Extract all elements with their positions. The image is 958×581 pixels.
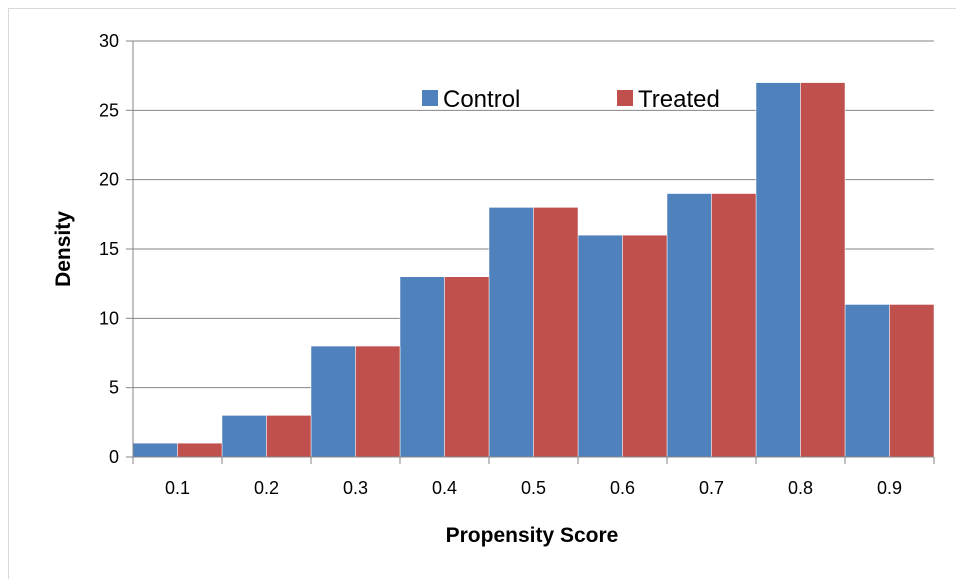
x-tick-label: 0.7 bbox=[699, 478, 724, 498]
x-tick-label: 0.9 bbox=[877, 478, 902, 498]
y-tick-label: 10 bbox=[99, 308, 119, 328]
x-tick-label: 0.2 bbox=[254, 478, 279, 498]
bar-treated-0.1 bbox=[177, 442, 223, 458]
x-tick-label: 0.4 bbox=[432, 478, 457, 498]
bar-treated-0.3 bbox=[355, 345, 401, 458]
y-axis-title: Density bbox=[52, 211, 75, 287]
legend-label-control: Control bbox=[443, 86, 520, 113]
y-tick-label: 5 bbox=[109, 378, 119, 398]
bar-control-0.9 bbox=[844, 304, 890, 458]
bar-treated-0.4 bbox=[444, 276, 490, 458]
bar-control-0.4 bbox=[399, 276, 445, 458]
y-tick-label: 20 bbox=[99, 170, 119, 190]
bar-treated-0.9 bbox=[889, 304, 935, 458]
bars bbox=[132, 82, 935, 458]
x-axis-title: Propensity Score bbox=[446, 524, 619, 547]
legend-swatch-treated bbox=[617, 90, 633, 106]
bar-treated-0.7 bbox=[711, 193, 757, 458]
y-tick-labels: 0 5 10 15 20 25 30 bbox=[99, 31, 119, 467]
x-tick-label: 0.5 bbox=[521, 478, 546, 498]
bar-control-0.3 bbox=[310, 345, 356, 458]
legend-label-treated: Treated bbox=[638, 86, 720, 113]
x-tick-label: 0.8 bbox=[788, 478, 813, 498]
bar-control-0.5 bbox=[488, 207, 534, 458]
x-tick-label: 0.1 bbox=[165, 478, 190, 498]
bar-treated-0.8 bbox=[800, 82, 846, 458]
axes bbox=[132, 41, 935, 464]
x-tick-label: 0.3 bbox=[343, 478, 368, 498]
chart-frame bbox=[8, 8, 956, 579]
legend-swatch-control bbox=[422, 90, 438, 106]
bar-control-0.6 bbox=[577, 234, 623, 458]
x-tick-label: 0.6 bbox=[610, 478, 635, 498]
y-tick-label: 30 bbox=[99, 31, 119, 51]
bar-control-0.8 bbox=[755, 82, 801, 458]
bar-treated-0.6 bbox=[622, 234, 668, 458]
bar-control-0.7 bbox=[666, 193, 712, 458]
x-tick-labels: 0.1 0.2 0.3 0.4 0.5 0.6 0.7 0.8 0.9 bbox=[165, 478, 902, 498]
y-tick-label: 25 bbox=[99, 100, 119, 120]
bar-control-0.1 bbox=[132, 442, 178, 458]
bar-treated-0.2 bbox=[266, 415, 312, 458]
y-tick-label: 15 bbox=[99, 239, 119, 259]
legend: Control Treated bbox=[422, 86, 720, 113]
bar-control-0.2 bbox=[221, 415, 267, 458]
bar-treated-0.5 bbox=[533, 207, 579, 458]
y-tick-label: 0 bbox=[109, 447, 119, 467]
